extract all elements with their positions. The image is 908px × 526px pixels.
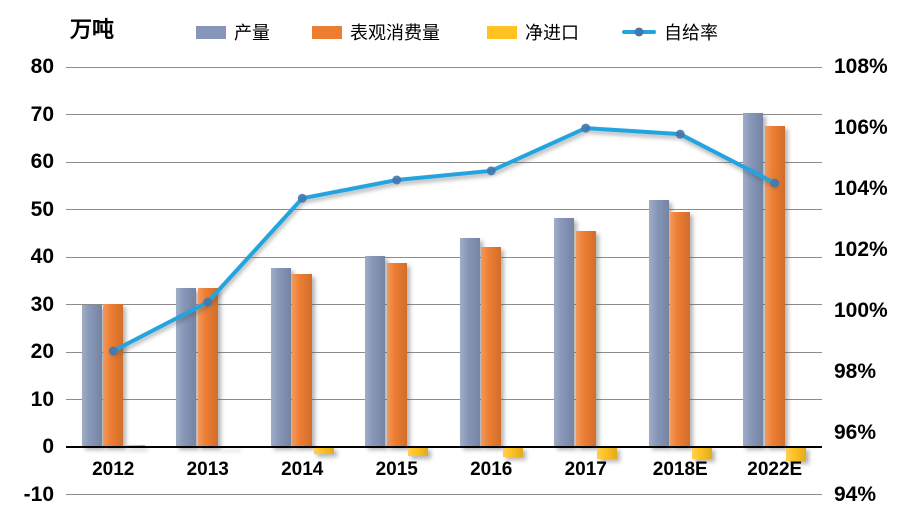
legend-marker-dot [634, 27, 644, 37]
legend-swatch-self-sufficiency-line [622, 27, 656, 37]
x-axis-label-2015: 2015 [375, 459, 418, 480]
bar-net-import-2016 [502, 447, 523, 457]
line-marker-2018E [675, 129, 685, 139]
bar-consumption-2018E [670, 212, 691, 447]
line-marker-2015 [392, 175, 402, 185]
x-axis-label-2016: 2016 [470, 459, 513, 480]
bar-production-2022E [743, 112, 764, 447]
legend-swatch-net-import [487, 25, 517, 39]
gridline-80 [66, 66, 822, 68]
gridline-50 [66, 209, 822, 210]
y-axis-label-left-10: 10 [30, 387, 54, 411]
line-marker-2017 [581, 123, 591, 133]
legend-swatch-consumption [312, 25, 342, 39]
gridline-70 [66, 114, 822, 115]
legend-item-net-import: 净进口 [487, 23, 579, 43]
y-axis-label-left--10: -10 [23, 482, 54, 506]
bar-production-2014 [270, 267, 291, 447]
bar-consumption-2016 [481, 246, 502, 447]
y-axis-label-left-20: 20 [30, 340, 54, 363]
gridline--10 [66, 494, 822, 495]
legend-label-production: 产量 [234, 23, 270, 43]
legend-item-consumption: 表观消费量 [312, 23, 440, 43]
y-axis-label-right-104: 104% [834, 177, 888, 201]
x-axis-label-2017: 2017 [564, 459, 607, 480]
y-axis-label-left-40: 40 [30, 245, 54, 268]
bar-net-import-2014 [313, 447, 334, 454]
bar-consumption-2015 [386, 263, 407, 447]
x-axis-line [66, 446, 822, 448]
bar-production-2015 [365, 255, 386, 447]
bar-net-import-2022E [786, 447, 807, 461]
x-axis-label-2014: 2014 [281, 459, 324, 480]
x-axis-label-2012: 2012 [92, 459, 135, 480]
gridline-10 [66, 399, 822, 400]
bar-consumption-2022E [764, 126, 785, 447]
line-marker-2014 [297, 193, 307, 203]
y-axis-label-right-102: 102% [834, 238, 888, 262]
bar-consumption-2013 [197, 288, 218, 447]
bar-production-2018E [648, 200, 669, 447]
legend-swatch-production [196, 25, 226, 39]
y-axis-label-left-60: 60 [30, 150, 54, 173]
bar-production-2012 [81, 305, 102, 447]
y-axis-label-left-50: 50 [30, 197, 54, 221]
bar-production-2017 [554, 218, 575, 447]
bar-production-2016 [459, 238, 480, 447]
gridline-60 [66, 161, 822, 163]
y-axis-label-left-0: 0 [42, 435, 54, 458]
bar-consumption-2012 [103, 303, 124, 447]
y-axis-label-left-70: 70 [30, 102, 54, 126]
y-axis-label-left-30: 30 [30, 292, 54, 316]
y-axis-label-right-108: 108% [834, 55, 888, 78]
gridline-40 [66, 256, 822, 258]
bar-consumption-2017 [575, 230, 596, 447]
bar-net-import-2015 [408, 447, 429, 456]
legend-label-net-import: 净进口 [525, 23, 579, 43]
bar-net-import-2018E [691, 447, 712, 460]
y-axis-label-right-106: 106% [834, 116, 888, 140]
legend-label-consumption: 表观消费量 [350, 23, 440, 43]
bar-consumption-2014 [292, 273, 313, 447]
y-axis-label-right-94: 94% [834, 482, 877, 506]
legend-item-self-sufficiency: 自给率 [622, 23, 718, 43]
x-axis-label-2018E: 2018E [652, 459, 708, 480]
x-axis-label-2013: 2013 [186, 459, 229, 480]
x-axis-label-2022E: 2022E [747, 459, 803, 480]
legend-label-self-sufficiency: 自给率 [664, 23, 718, 43]
unit-label: 万吨 [70, 17, 115, 42]
line-marker-2016 [486, 166, 496, 176]
y-axis-label-right-96: 96% [834, 421, 877, 445]
y-axis-label-left-80: 80 [30, 55, 54, 78]
y-axis-label-right-100: 100% [834, 299, 888, 323]
y-axis-label-right-98: 98% [834, 360, 877, 384]
legend-item-production: 产量 [196, 23, 270, 43]
bar-production-2013 [176, 287, 197, 447]
bar-net-import-2017 [597, 447, 618, 460]
